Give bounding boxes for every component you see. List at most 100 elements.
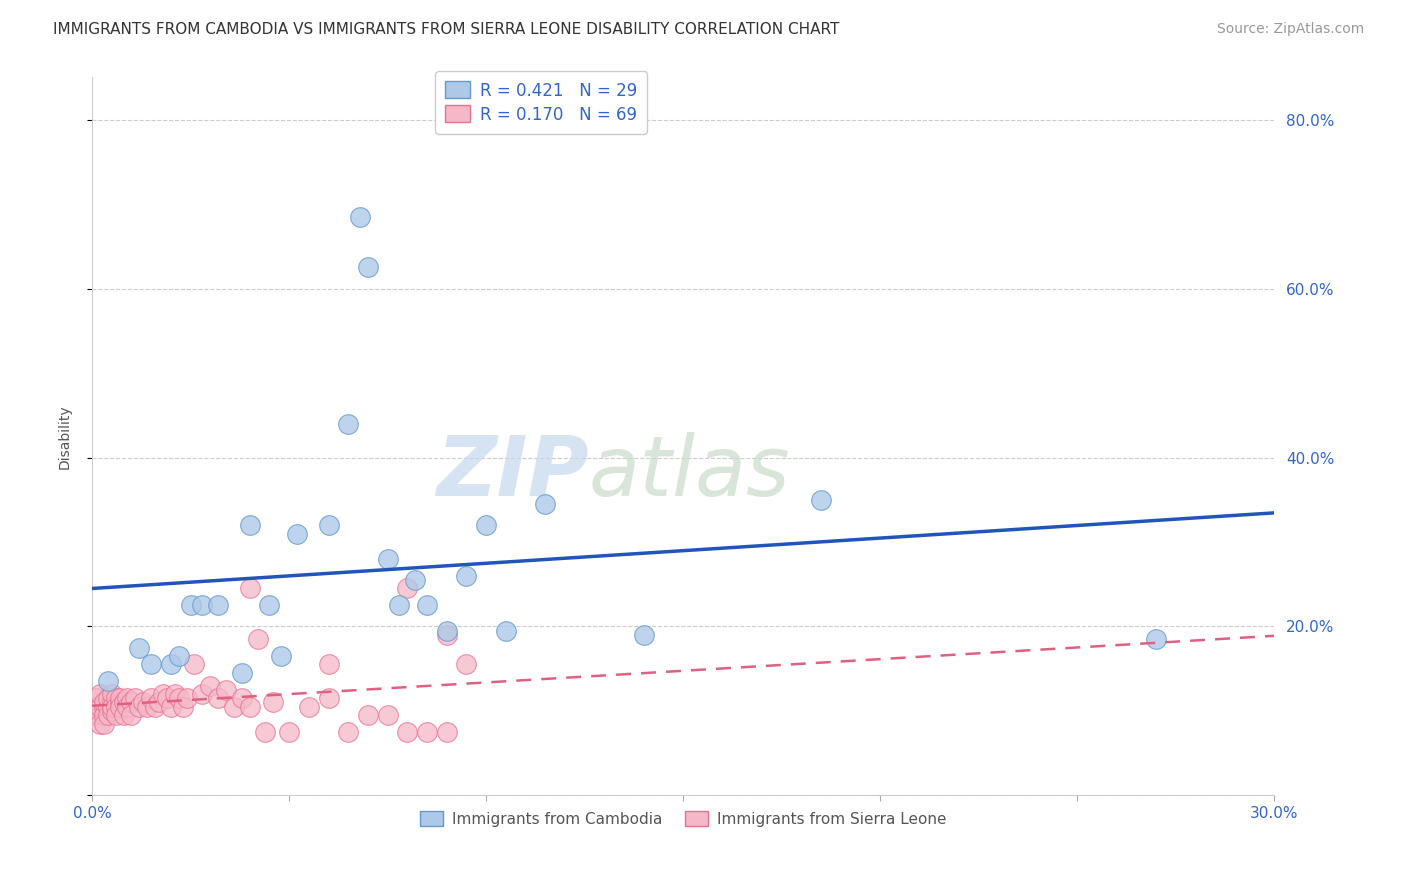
Point: [176, 691, 198, 706]
Point: [810, 492, 832, 507]
Point: [231, 691, 253, 706]
Point: [396, 725, 419, 739]
Point: [128, 699, 150, 714]
Point: [633, 628, 655, 642]
Point: [436, 628, 458, 642]
Point: [108, 696, 131, 710]
Point: [215, 682, 238, 697]
Point: [416, 599, 439, 613]
Point: [93, 699, 115, 714]
Text: atlas: atlas: [589, 432, 790, 513]
Point: [239, 518, 262, 533]
Point: [388, 599, 411, 613]
Point: [89, 708, 111, 723]
Point: [124, 691, 146, 706]
Point: [112, 708, 135, 723]
Point: [239, 699, 262, 714]
Point: [128, 640, 150, 655]
Point: [285, 526, 308, 541]
Point: [104, 699, 127, 714]
Point: [136, 699, 159, 714]
Point: [318, 691, 340, 706]
Y-axis label: Disability: Disability: [58, 404, 72, 468]
Point: [167, 691, 190, 706]
Point: [97, 674, 120, 689]
Point: [436, 725, 458, 739]
Text: Source: ZipAtlas.com: Source: ZipAtlas.com: [1216, 22, 1364, 37]
Point: [139, 691, 162, 706]
Point: [495, 624, 517, 638]
Point: [337, 725, 360, 739]
Point: [207, 691, 229, 706]
Point: [416, 725, 439, 739]
Point: [357, 260, 380, 275]
Point: [246, 632, 269, 647]
Point: [84, 691, 107, 706]
Point: [534, 497, 557, 511]
Point: [156, 691, 179, 706]
Point: [1144, 632, 1167, 647]
Point: [377, 708, 399, 723]
Point: [163, 687, 186, 701]
Point: [278, 725, 301, 739]
Point: [349, 210, 371, 224]
Point: [231, 665, 253, 680]
Point: [239, 582, 262, 596]
Point: [120, 708, 142, 723]
Legend: Immigrants from Cambodia, Immigrants from Sierra Leone: Immigrants from Cambodia, Immigrants fro…: [412, 803, 955, 834]
Point: [318, 518, 340, 533]
Point: [160, 657, 183, 672]
Point: [100, 687, 122, 701]
Point: [183, 657, 205, 672]
Point: [222, 699, 245, 714]
Point: [191, 599, 214, 613]
Point: [180, 599, 202, 613]
Point: [456, 568, 478, 582]
Point: [191, 687, 214, 701]
Point: [259, 599, 281, 613]
Point: [456, 657, 478, 672]
Point: [139, 657, 162, 672]
Point: [396, 582, 419, 596]
Point: [100, 699, 122, 714]
Point: [84, 699, 107, 714]
Point: [93, 716, 115, 731]
Point: [89, 716, 111, 731]
Point: [100, 704, 122, 718]
Point: [120, 696, 142, 710]
Point: [475, 518, 498, 533]
Point: [93, 708, 115, 723]
Point: [436, 624, 458, 638]
Point: [108, 699, 131, 714]
Point: [160, 699, 183, 714]
Point: [84, 708, 107, 723]
Point: [108, 691, 131, 706]
Point: [254, 725, 277, 739]
Point: [172, 699, 194, 714]
Point: [337, 417, 360, 431]
Point: [377, 552, 399, 566]
Point: [270, 648, 292, 663]
Point: [97, 691, 120, 706]
Point: [148, 696, 170, 710]
Point: [132, 696, 155, 710]
Point: [318, 657, 340, 672]
Point: [104, 691, 127, 706]
Point: [143, 699, 166, 714]
Point: [97, 708, 120, 723]
Point: [100, 696, 122, 710]
Point: [104, 708, 127, 723]
Point: [262, 696, 284, 710]
Point: [89, 699, 111, 714]
Text: ZIP: ZIP: [436, 432, 589, 513]
Point: [167, 648, 190, 663]
Point: [97, 699, 120, 714]
Point: [298, 699, 321, 714]
Point: [357, 708, 380, 723]
Point: [89, 687, 111, 701]
Point: [117, 699, 139, 714]
Point: [200, 679, 222, 693]
Point: [152, 687, 174, 701]
Text: IMMIGRANTS FROM CAMBODIA VS IMMIGRANTS FROM SIERRA LEONE DISABILITY CORRELATION : IMMIGRANTS FROM CAMBODIA VS IMMIGRANTS F…: [53, 22, 839, 37]
Point: [93, 696, 115, 710]
